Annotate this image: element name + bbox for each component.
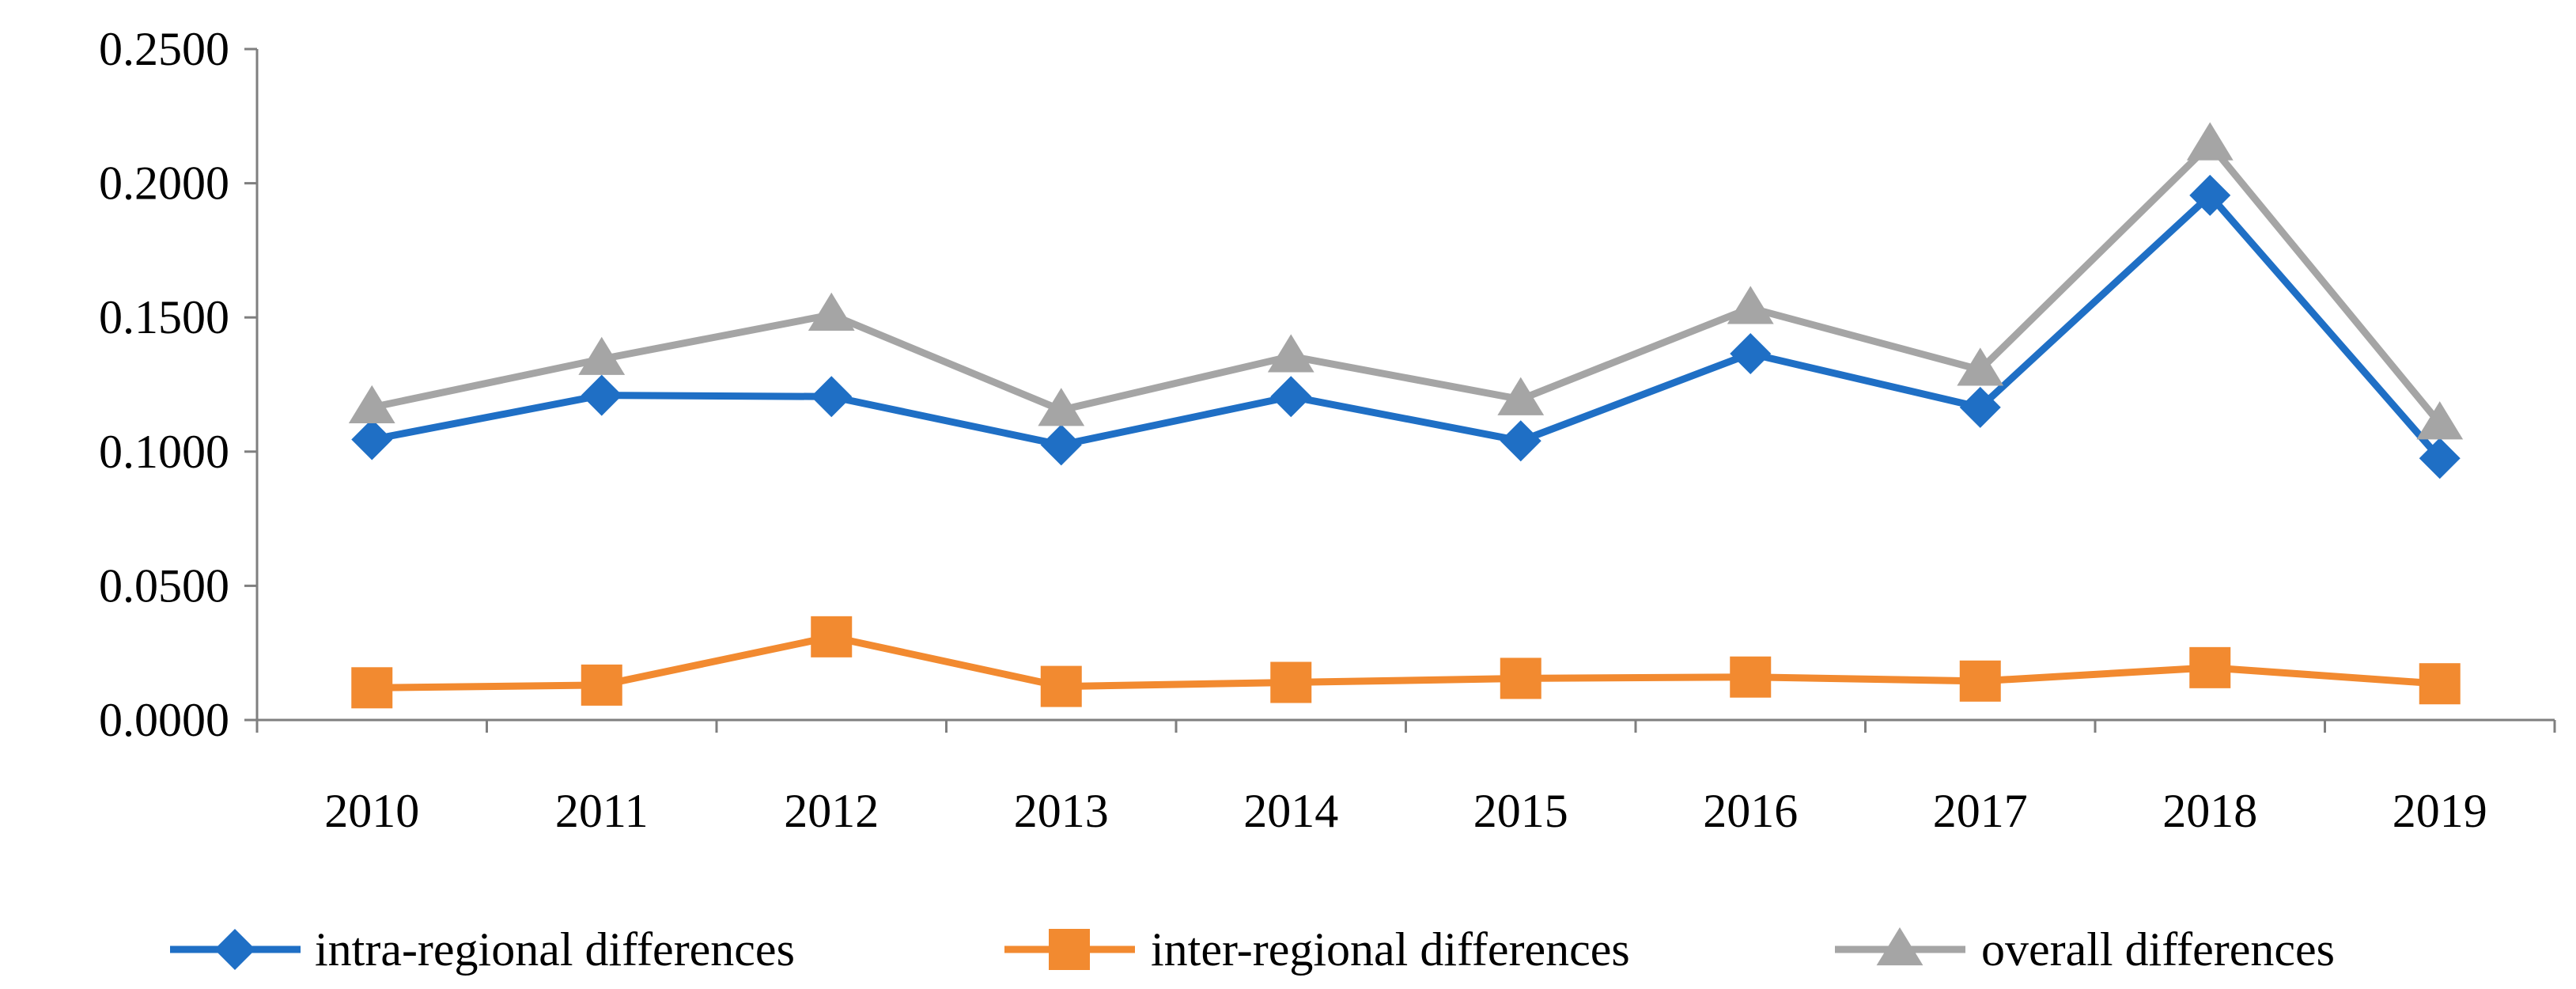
data-point: [1957, 347, 2004, 386]
data-point: [1959, 660, 2001, 702]
data-point: [2189, 174, 2231, 216]
x-tick-label: 2011: [555, 785, 649, 837]
data-point: [1959, 386, 2001, 428]
data-point: [581, 374, 622, 416]
series-line: [371, 191, 2443, 461]
data-point: [1500, 420, 1541, 462]
legend-swatch-marker: [1049, 929, 1090, 970]
x-tick-label: 2019: [2393, 785, 2487, 837]
series-inter-regional-differences: [351, 616, 2461, 709]
legend: intra-regional differences inter-regional…: [170, 923, 2335, 976]
data-point: [808, 292, 855, 331]
y-tick-label: 0.0000: [99, 694, 229, 746]
x-tick-label: 2010: [324, 785, 419, 837]
y-tick-label: 0.1500: [99, 291, 229, 343]
data-point: [1727, 286, 1774, 324]
data-point: [1040, 665, 1082, 707]
data-point: [581, 664, 622, 706]
legend-label: inter-regional differences: [1151, 923, 1630, 976]
x-tick-label: 2013: [1014, 785, 1109, 837]
series-overall-differences: [348, 122, 2464, 440]
data-point: [1270, 661, 1312, 703]
data-point: [351, 667, 393, 709]
data-point: [2416, 401, 2464, 440]
data-point: [811, 616, 853, 657]
legend-item: overall differences: [1835, 923, 2335, 976]
series-line: [371, 140, 2443, 426]
x-tick-label: 2012: [784, 785, 879, 837]
data-point: [348, 385, 395, 423]
data-point: [1730, 332, 1772, 374]
data-point: [578, 336, 626, 375]
y-tick-label: 0.2000: [99, 157, 229, 210]
data-point: [1267, 334, 1314, 373]
data-point: [1497, 377, 1545, 415]
data-point: [1270, 376, 1312, 418]
x-tick-label: 2014: [1243, 785, 1338, 837]
y-tick-label: 0.1000: [99, 426, 229, 478]
data-point: [1040, 424, 1082, 466]
data-point: [1730, 656, 1772, 698]
y-tick-label: 0.2500: [99, 23, 229, 75]
legend-label: intra-regional differences: [315, 923, 795, 976]
x-tick-label: 2015: [1473, 785, 1568, 837]
data-point: [811, 376, 853, 418]
legend-swatch-marker: [214, 929, 255, 970]
y-tick-label: 0.0500: [99, 559, 229, 612]
data-point: [351, 419, 393, 460]
data-point: [2419, 438, 2461, 479]
series-intra-regional-differences: [351, 174, 2461, 479]
y-axis-ticks: 0.0000 0.0500 0.1000 0.1500 0.2000 0.2500: [99, 23, 257, 746]
data-point: [1500, 657, 1541, 699]
legend-swatch-marker: [1876, 927, 1923, 966]
series-layer: [348, 122, 2464, 709]
x-tick-label: 2016: [1703, 785, 1798, 837]
legend-item: inter-regional differences: [1004, 923, 1630, 976]
data-point: [2189, 646, 2231, 688]
data-point: [2419, 663, 2461, 705]
data-point: [2186, 122, 2234, 161]
legend-label: overall differences: [1981, 923, 2335, 976]
data-point: [1038, 388, 1085, 426]
x-tick-label: 2017: [1933, 785, 2028, 837]
series-line: [372, 633, 2441, 692]
x-axis-ticks: 2010 2011 2012 2013 2014 2015 2016 2017 2018 2019: [255, 720, 2556, 837]
x-tick-label: 2018: [2162, 785, 2257, 837]
legend-item: intra-regional differences: [170, 923, 795, 976]
